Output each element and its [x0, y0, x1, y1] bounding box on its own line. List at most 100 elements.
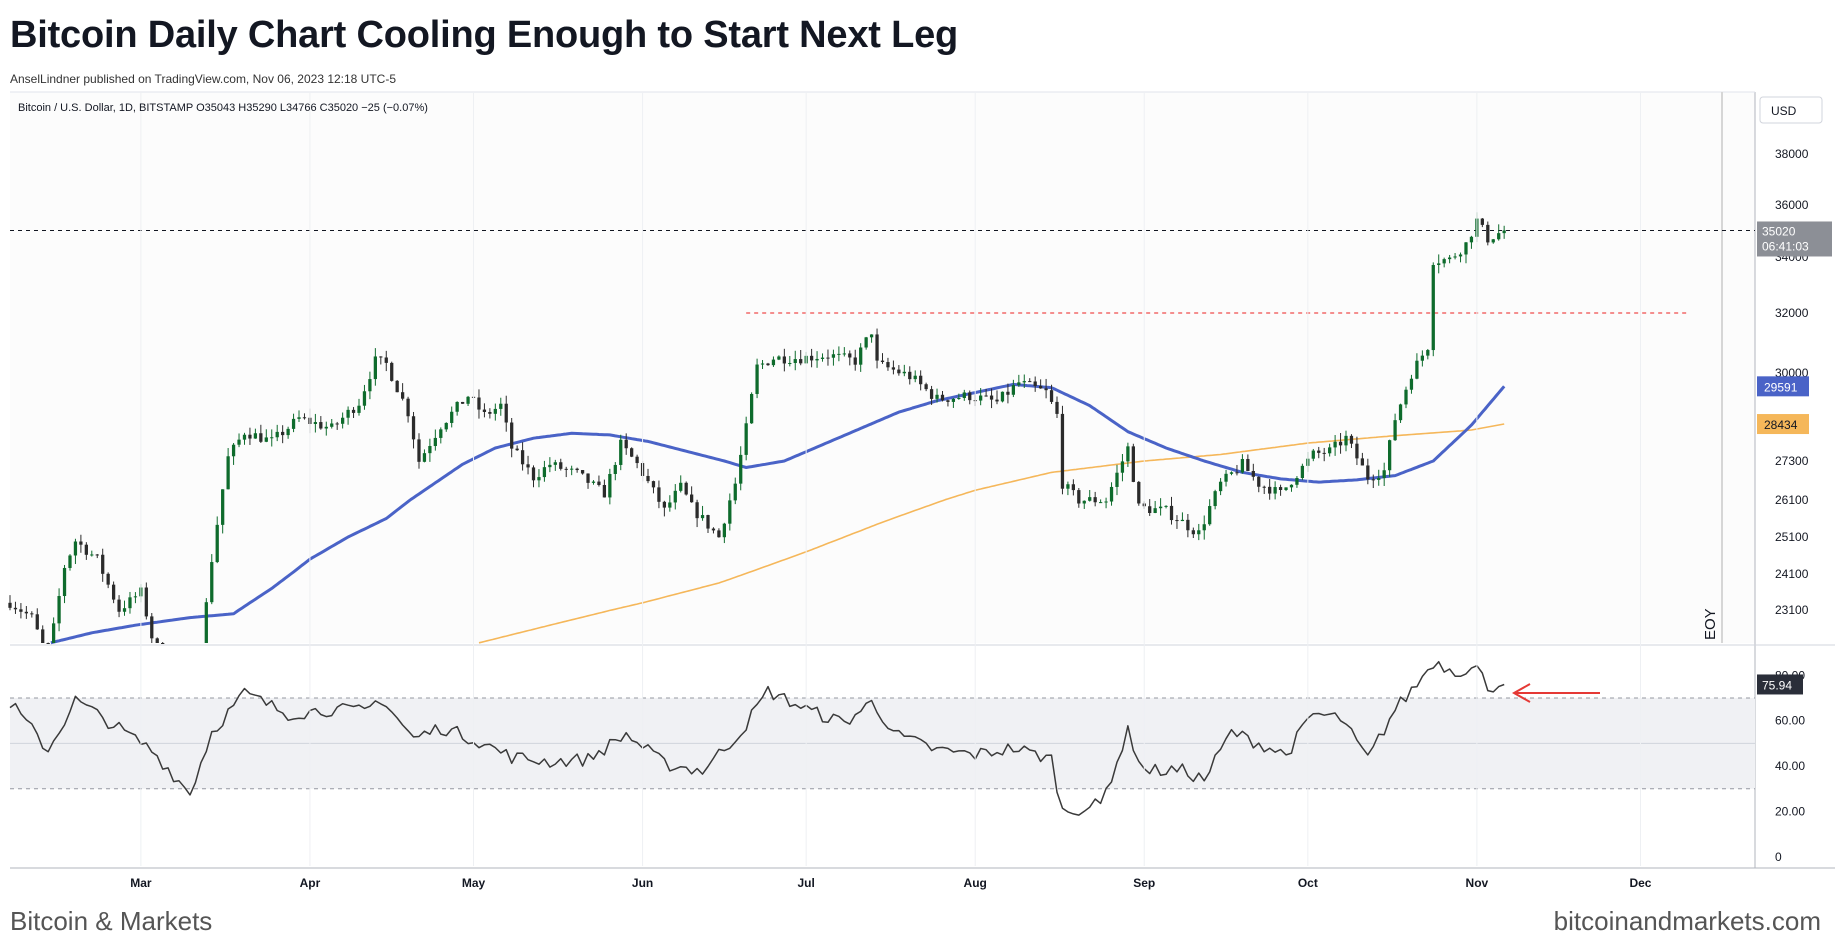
- candle[interactable]: [73, 538, 78, 565]
- candle[interactable]: [766, 362, 770, 366]
- candle[interactable]: [231, 443, 236, 465]
- candle[interactable]: [1284, 487, 1288, 492]
- candle[interactable]: [1191, 527, 1195, 539]
- candle[interactable]: [400, 383, 405, 401]
- candle[interactable]: [395, 380, 399, 393]
- candle[interactable]: [341, 412, 345, 429]
- candle[interactable]: [744, 416, 748, 461]
- candle[interactable]: [439, 427, 443, 444]
- symbol-legend[interactable]: Bitcoin / U.S. Dollar, 1D, BITSTAMP O350…: [18, 102, 428, 114]
- candle[interactable]: [1377, 469, 1381, 486]
- candle[interactable]: [1115, 464, 1119, 496]
- candle[interactable]: [24, 606, 28, 619]
- rsi-value-badge[interactable]: 75.94: [1757, 674, 1803, 695]
- candle[interactable]: [1371, 474, 1375, 489]
- candle[interactable]: [1426, 348, 1430, 360]
- candle[interactable]: [1278, 484, 1283, 496]
- candle[interactable]: [264, 429, 268, 443]
- candle[interactable]: [548, 457, 552, 473]
- candle[interactable]: [362, 384, 367, 410]
- candle[interactable]: [510, 417, 514, 458]
- price-pane-background[interactable]: [10, 92, 1755, 643]
- candle[interactable]: [1049, 384, 1054, 404]
- candle[interactable]: [313, 413, 318, 433]
- currency-button[interactable]: [1759, 96, 1823, 124]
- candle[interactable]: [319, 416, 323, 430]
- candle[interactable]: [1011, 379, 1016, 398]
- candle[interactable]: [1404, 386, 1408, 409]
- candle[interactable]: [1317, 446, 1321, 459]
- candle[interactable]: [820, 353, 825, 362]
- candle[interactable]: [1344, 430, 1348, 452]
- candle[interactable]: [809, 348, 814, 368]
- candle[interactable]: [1218, 478, 1223, 496]
- candle[interactable]: [248, 427, 252, 445]
- candle[interactable]: [1033, 376, 1037, 392]
- candle[interactable]: [275, 424, 279, 442]
- candle[interactable]: [602, 479, 607, 498]
- candle[interactable]: [215, 516, 219, 564]
- candle[interactable]: [1148, 499, 1152, 516]
- candle[interactable]: [1415, 353, 1419, 380]
- candle[interactable]: [351, 407, 356, 418]
- candle[interactable]: [1300, 463, 1305, 481]
- candle[interactable]: [913, 370, 917, 383]
- candle[interactable]: [1382, 462, 1386, 487]
- candle[interactable]: [1055, 396, 1059, 419]
- candle[interactable]: [1442, 257, 1446, 268]
- candle[interactable]: [1420, 350, 1424, 367]
- candle[interactable]: [968, 390, 972, 405]
- candle[interactable]: [417, 433, 421, 469]
- candle[interactable]: [690, 486, 694, 503]
- candle[interactable]: [1246, 454, 1250, 472]
- candle[interactable]: [586, 473, 590, 489]
- candle[interactable]: [570, 465, 574, 476]
- candle[interactable]: [1028, 378, 1032, 383]
- fast-ma-badge[interactable]: 29591: [1757, 376, 1809, 397]
- candle[interactable]: [1169, 496, 1174, 525]
- candle[interactable]: [940, 390, 945, 402]
- candle[interactable]: [210, 554, 214, 605]
- candle[interactable]: [411, 411, 416, 449]
- candle[interactable]: [1153, 500, 1157, 514]
- candle[interactable]: [700, 505, 705, 521]
- candle[interactable]: [739, 446, 743, 491]
- candle[interactable]: [1240, 454, 1245, 474]
- candle[interactable]: [504, 395, 508, 432]
- candle[interactable]: [564, 466, 568, 478]
- candle[interactable]: [717, 528, 721, 538]
- candle[interactable]: [957, 393, 961, 400]
- candle[interactable]: [51, 617, 56, 643]
- time-axis[interactable]: Mar Apr May Jun Jul Aug Sep Oct Nov Dec: [130, 92, 1652, 890]
- candle[interactable]: [390, 361, 394, 382]
- candle[interactable]: [221, 489, 225, 534]
- candle[interactable]: [591, 480, 596, 485]
- candle[interactable]: [13, 601, 18, 614]
- candle[interactable]: [62, 564, 67, 604]
- candle[interactable]: [695, 499, 699, 528]
- candle[interactable]: [482, 403, 487, 418]
- candle[interactable]: [608, 468, 612, 505]
- candle[interactable]: [30, 611, 34, 618]
- candle[interactable]: [722, 522, 726, 544]
- candle[interactable]: [466, 395, 470, 407]
- candle[interactable]: [919, 370, 923, 391]
- candle[interactable]: [84, 542, 88, 560]
- candle[interactable]: [646, 468, 650, 484]
- candle[interactable]: [542, 460, 547, 482]
- candle[interactable]: [1213, 489, 1217, 510]
- candle[interactable]: [106, 572, 110, 589]
- candle[interactable]: [1208, 499, 1212, 526]
- candle[interactable]: [1109, 482, 1114, 506]
- candle[interactable]: [782, 348, 786, 372]
- candle[interactable]: [1338, 433, 1343, 454]
- candle[interactable]: [428, 438, 432, 462]
- candle[interactable]: [679, 475, 683, 493]
- candle[interactable]: [1333, 435, 1337, 456]
- candle[interactable]: [237, 433, 241, 448]
- candle[interactable]: [8, 595, 12, 611]
- candle[interactable]: [853, 349, 857, 371]
- candle[interactable]: [597, 475, 601, 487]
- candle[interactable]: [1497, 224, 1501, 241]
